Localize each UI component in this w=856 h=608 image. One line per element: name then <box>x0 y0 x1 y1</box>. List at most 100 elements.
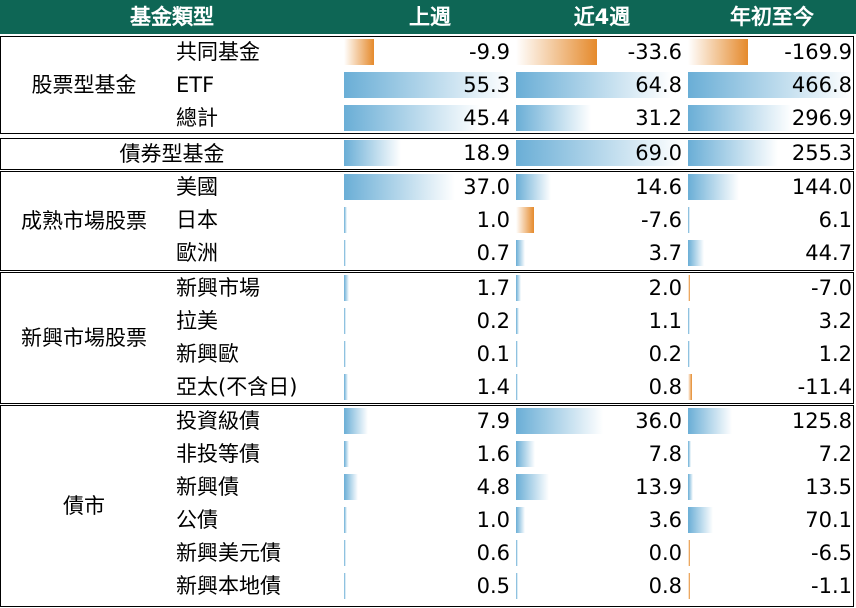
value-cell: 466.8 <box>791 73 852 97</box>
row-label: ETF <box>176 73 215 97</box>
value-cell: 64.8 <box>635 73 682 97</box>
row-label: 新興債 <box>176 475 239 499</box>
value-bar <box>516 39 597 65</box>
value-bar <box>516 105 591 131</box>
group-box <box>0 272 854 404</box>
row-label: 亞太(不含日) <box>176 375 298 399</box>
value-cell: 0.0 <box>648 541 682 565</box>
value-cell: 44.7 <box>805 241 852 265</box>
header-last-week: 上週 <box>409 5 451 29</box>
value-bar <box>688 474 693 500</box>
value-bar <box>688 105 792 131</box>
value-cell: -169.9 <box>784 40 852 64</box>
value-bar <box>688 507 713 533</box>
value-bar <box>344 308 346 334</box>
value-bar <box>688 441 691 467</box>
group-label: 新興市場股票 <box>21 326 147 350</box>
value-cell: 1.7 <box>476 276 510 300</box>
row-label: 投資級債 <box>176 409 260 433</box>
group-label: 債市 <box>63 494 105 518</box>
value-cell: -11.4 <box>797 375 852 399</box>
group-label: 股票型基金 <box>31 73 137 97</box>
value-bar <box>516 474 549 500</box>
value-cell: 4.8 <box>476 475 510 499</box>
value-bar <box>516 275 521 301</box>
row-label: 新興美元債 <box>176 541 281 565</box>
value-bar <box>516 408 603 434</box>
row-label: 公債 <box>176 508 218 532</box>
value-cell: 125.8 <box>791 409 852 433</box>
value-bar <box>688 374 692 400</box>
value-bar <box>688 308 690 334</box>
value-cell: 36.0 <box>635 409 682 433</box>
value-cell: 0.8 <box>648 574 682 598</box>
value-bar <box>688 573 690 599</box>
value-bar <box>688 540 690 566</box>
value-bar <box>516 573 518 599</box>
value-cell: 6.1 <box>818 208 852 232</box>
value-cell: 0.6 <box>476 541 510 565</box>
value-bar <box>344 275 349 301</box>
row-label: 歐洲 <box>176 241 218 265</box>
value-cell: 3.2 <box>818 309 852 333</box>
value-bar <box>344 140 401 166</box>
value-cell: 37.0 <box>463 175 510 199</box>
value-cell: 70.1 <box>805 508 852 532</box>
value-bar <box>688 174 739 200</box>
value-cell: 1.6 <box>476 442 510 466</box>
value-cell: -7.6 <box>641 208 682 232</box>
value-bar <box>516 240 525 266</box>
value-bar <box>516 174 551 200</box>
value-bar <box>516 207 534 233</box>
value-bar <box>344 341 346 367</box>
value-bar <box>344 540 346 566</box>
value-bar <box>688 39 748 65</box>
row-label: 新興本地債 <box>176 574 281 598</box>
row-label: 日本 <box>176 208 218 232</box>
value-cell: 255.3 <box>791 141 852 165</box>
header-category: 基金類型 <box>130 5 214 29</box>
value-cell: 0.1 <box>476 342 510 366</box>
value-bar <box>344 573 346 599</box>
group-box <box>0 405 854 607</box>
group-box <box>0 36 854 134</box>
value-cell: 13.9 <box>635 475 682 499</box>
value-cell: 7.2 <box>818 442 852 466</box>
value-cell: 45.4 <box>463 106 510 130</box>
value-cell: 1.0 <box>476 208 510 232</box>
value-cell: 3.6 <box>648 508 682 532</box>
row-label: 拉美 <box>176 309 218 333</box>
row-label: 非投等債 <box>176 442 260 466</box>
row-label: 總計 <box>176 106 218 130</box>
table-header: 基金類型 上週 近4週 年初至今 <box>0 0 856 34</box>
value-bar <box>344 72 510 98</box>
value-bar <box>516 441 535 467</box>
value-bar <box>344 374 348 400</box>
value-cell: -7.0 <box>811 276 852 300</box>
value-cell: 1.1 <box>648 309 682 333</box>
value-bar <box>516 140 682 166</box>
value-bar <box>344 39 374 65</box>
value-cell: 1.4 <box>476 375 510 399</box>
row-label: 新興歐 <box>176 342 239 366</box>
value-bar <box>516 341 518 367</box>
group-label: 成熟市場股票 <box>21 209 147 233</box>
value-bar <box>688 341 690 367</box>
group-box <box>0 171 854 271</box>
value-cell: 31.2 <box>635 106 682 130</box>
value-cell: 0.5 <box>476 574 510 598</box>
value-bar <box>516 507 525 533</box>
value-cell: 14.6 <box>635 175 682 199</box>
value-bar <box>516 72 672 98</box>
value-cell: 296.9 <box>791 106 852 130</box>
value-cell: 0.2 <box>476 309 510 333</box>
row-label: 美國 <box>176 175 218 199</box>
value-cell: 18.9 <box>463 141 510 165</box>
header-4-weeks: 近4週 <box>573 5 631 29</box>
value-bar <box>516 374 518 400</box>
group-label: 債券型基金 <box>119 142 225 166</box>
value-bar <box>688 140 778 166</box>
value-bar <box>344 207 347 233</box>
value-cell: 55.3 <box>463 73 510 97</box>
